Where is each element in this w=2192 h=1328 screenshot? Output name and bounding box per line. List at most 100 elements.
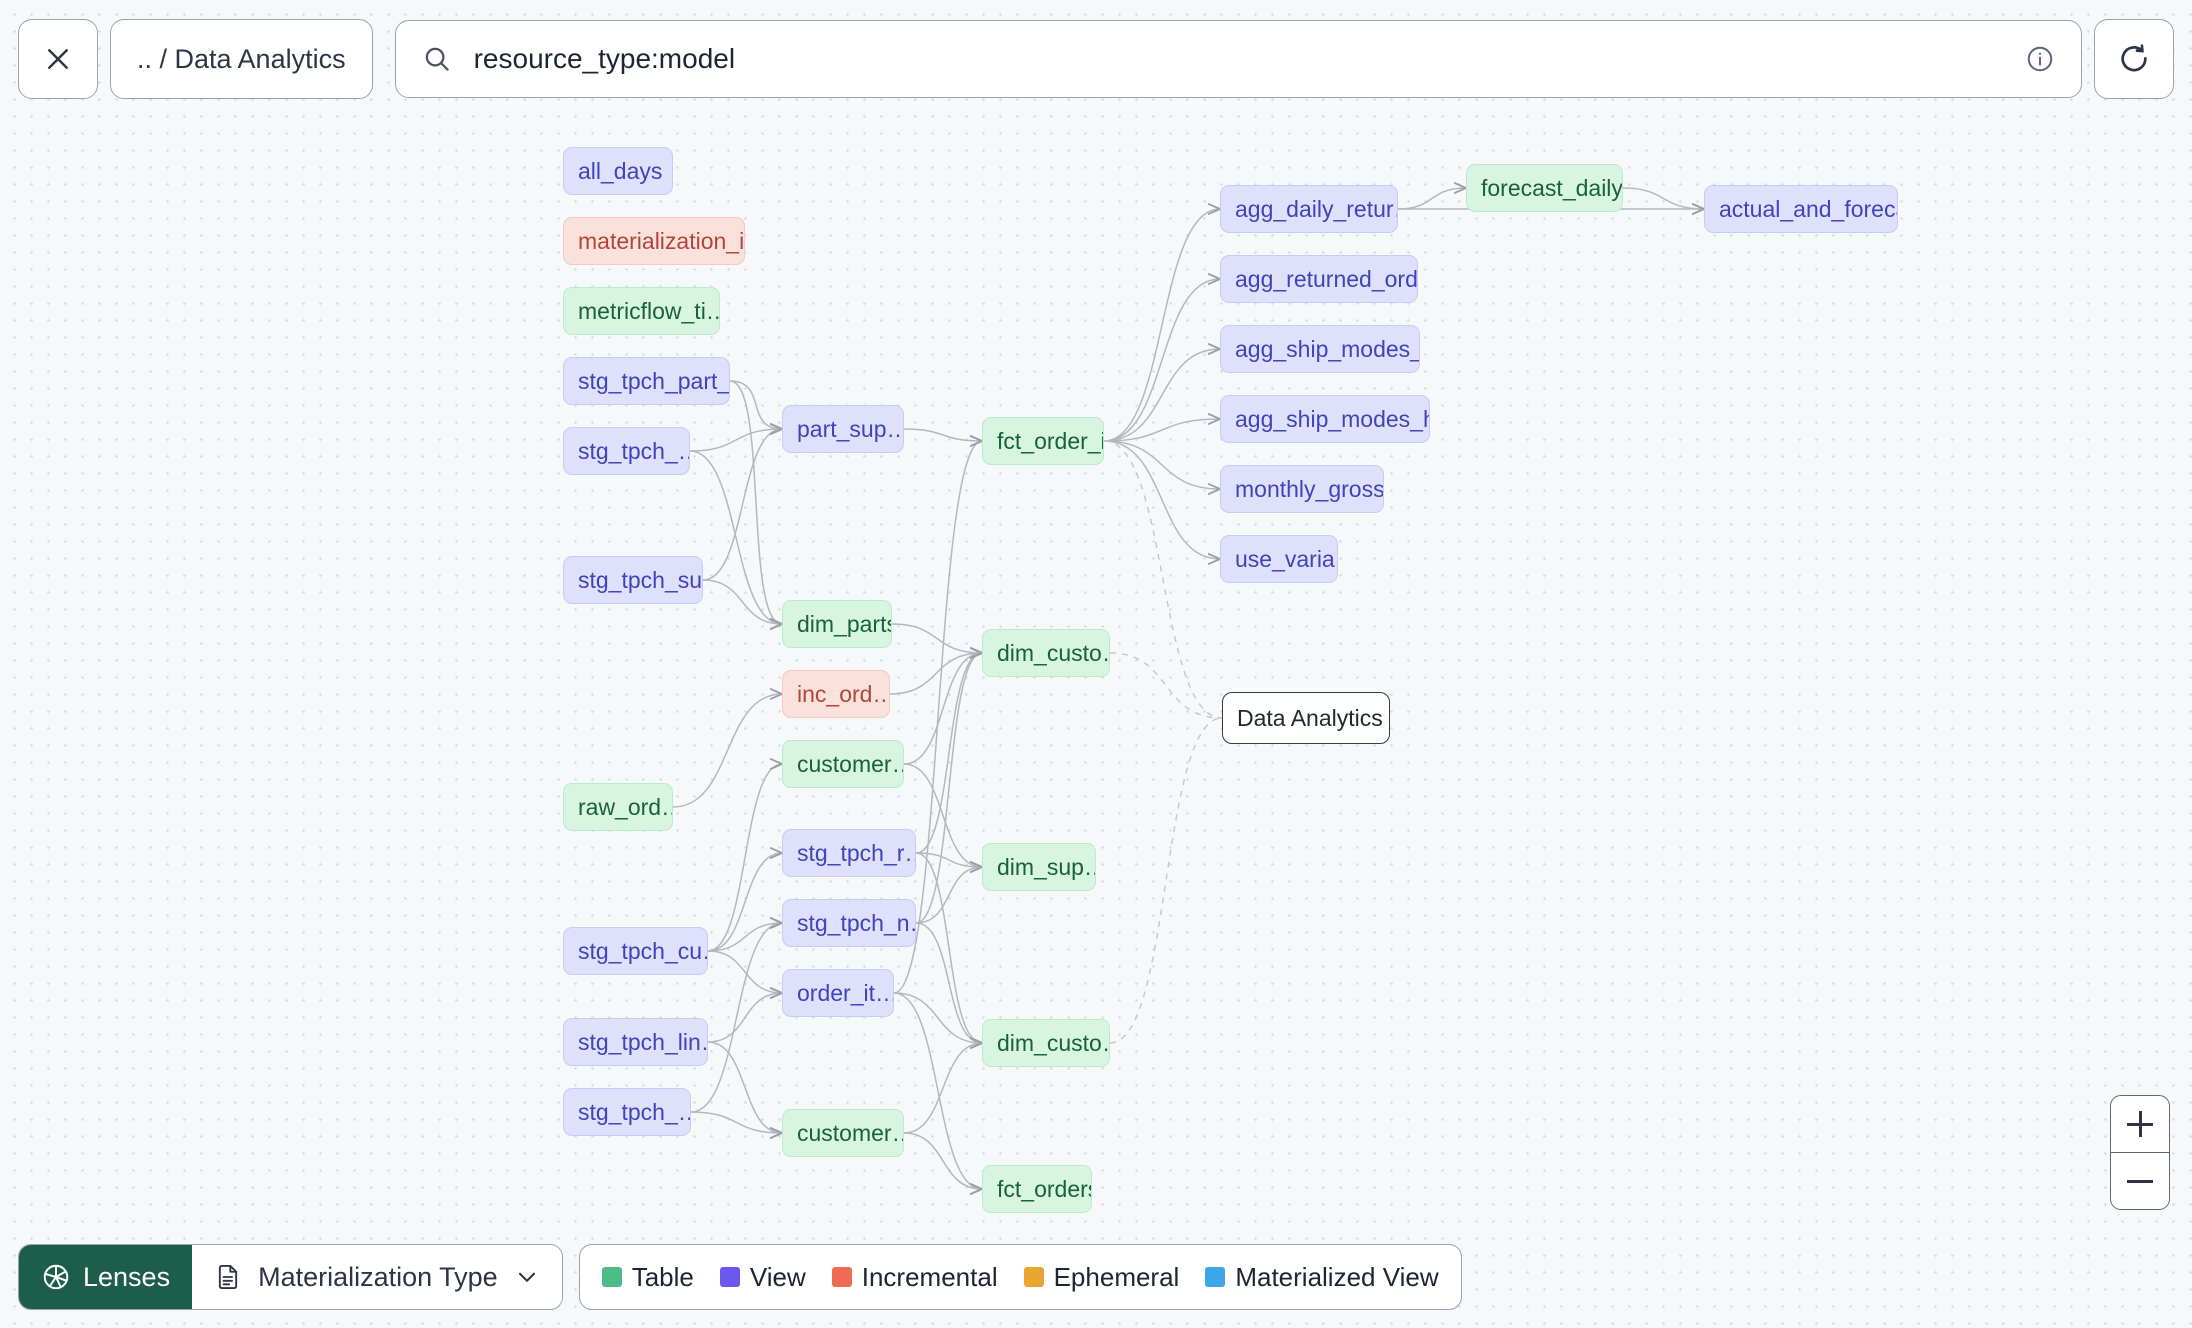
graph-edge (690, 1111, 782, 1133)
legend-label: Materialized View (1235, 1261, 1439, 1292)
graph-node-stg_tpch_n[interactable]: stg_tpch_n… (782, 899, 916, 947)
lens-type-label: Materialization Type (258, 1261, 498, 1292)
graph-node-customer_1[interactable]: customer… (782, 740, 904, 788)
graph-node-stg_tpch_su[interactable]: stg_tpch_su… (563, 556, 703, 604)
legend-item[interactable]: Incremental (831, 1261, 998, 1293)
graph-edge (903, 428, 982, 441)
graph-node-order_it[interactable]: order_it… (782, 969, 894, 1017)
graph-node-agg_daily_retur[interactable]: agg_daily_retur… (1220, 185, 1398, 233)
graph-node-dim_custo_1[interactable]: dim_custo… (982, 629, 1110, 677)
graph-node-label: stg_tpch_… (578, 437, 690, 464)
close-button[interactable] (18, 19, 98, 99)
graph-node-label: agg_daily_retur… (1235, 195, 1397, 222)
graph-node-fct_order_i[interactable]: fct_order_i… (982, 417, 1104, 465)
graph-edge (707, 923, 782, 952)
refresh-icon (2117, 42, 2151, 76)
breadcrumb[interactable]: .. / Data Analytics (110, 19, 373, 99)
search-icon (422, 44, 452, 74)
breadcrumb-label: .. / Data Analytics (137, 43, 346, 74)
graph-node-use_varia[interactable]: use_varia… (1220, 535, 1338, 583)
graph-node-dim_custo_2[interactable]: dim_custo… (982, 1019, 1110, 1067)
graph-node-part_sup[interactable]: part_sup… (782, 405, 904, 453)
legend-item[interactable]: View (719, 1262, 806, 1293)
graph-node-stg_tpch_r[interactable]: stg_tpch_r… (782, 829, 916, 877)
graph-node-label: stg_tpch_… (578, 1098, 691, 1125)
graph-node-monthly_gross[interactable]: monthly_gross… (1220, 465, 1384, 513)
graph-node-stg_tpch_b[interactable]: stg_tpch_… (563, 1088, 691, 1136)
lens-type-dropdown[interactable]: Materialization Type (192, 1245, 562, 1309)
graph-node-stg_tpch_part_[interactable]: stg_tpch_part_… (563, 357, 730, 405)
zoom-out-button[interactable] (2111, 1153, 2169, 1209)
graph-edge-dotted (1109, 652, 1223, 719)
graph-edge (915, 653, 982, 924)
search-bar[interactable] (394, 20, 2082, 98)
graph-node-label: raw_ord… (578, 793, 672, 820)
graph-node-forecast_daily[interactable]: forecast_daily… (1466, 164, 1623, 212)
graph-node-all_days[interactable]: all_days (563, 147, 673, 195)
legend-swatch (719, 1267, 740, 1287)
graph-node-agg_ship_modes_d[interactable]: agg_ship_modes_d… (1220, 325, 1420, 373)
legend-item[interactable]: Materialized View (1205, 1261, 1439, 1293)
graph-edge-dotted (1109, 717, 1223, 1044)
graph-node-fct_orders[interactable]: fct_orders (982, 1165, 1092, 1213)
zoom-in-button[interactable] (2111, 1096, 2169, 1153)
legend-label: Ephemeral (1053, 1261, 1180, 1292)
graph-edge (729, 380, 782, 429)
graph-node-label: stg_tpch_n… (797, 909, 915, 936)
graph-node-label: dim_custo… (997, 639, 1109, 666)
graph-edge (1103, 419, 1220, 442)
graph-edge (903, 1043, 982, 1134)
graph-node-stg_tpch_a[interactable]: stg_tpch_… (563, 427, 690, 475)
graph-node-label: monthly_gross… (1235, 475, 1384, 502)
legend-swatch (831, 1267, 852, 1287)
graph-node-label: inc_ord… (797, 680, 890, 707)
top-toolbar: .. / Data Analytics (0, 0, 2192, 118)
graph-edge (1397, 188, 1466, 210)
graph-node-stg_tpch_lin[interactable]: stg_tpch_lin… (563, 1018, 708, 1066)
legend-item[interactable]: Table (601, 1262, 694, 1293)
legend-item[interactable]: Ephemeral (1023, 1261, 1180, 1293)
graph-edge (707, 993, 782, 1043)
graph-node-label: fct_order_i… (997, 427, 1103, 454)
graph-node-label: customer… (797, 1119, 904, 1146)
graph-edge (707, 764, 782, 952)
graph-node-label: metricflow_ti… (578, 297, 720, 324)
graph-edge (889, 653, 982, 695)
graph-node-materialization_i[interactable]: materialization_i… (563, 217, 745, 265)
graph-node-label: forecast_daily… (1481, 174, 1623, 201)
graph-node-customer_2[interactable]: customer… (782, 1109, 904, 1157)
info-icon[interactable] (2025, 44, 2055, 74)
graph-node-raw_ord[interactable]: raw_ord… (563, 783, 673, 831)
search-input[interactable] (471, 42, 2005, 76)
graph-edge (915, 922, 982, 1043)
graph-node-label: actual_and_foreca… (1719, 195, 1897, 222)
graph-node-actual_and_foreca[interactable]: actual_and_foreca… (1704, 185, 1898, 233)
refresh-button[interactable] (2094, 19, 2174, 99)
graph-node-data_analytics_group[interactable]: Data Analytics | … (1222, 692, 1390, 744)
lenses-button[interactable]: Lenses (19, 1245, 193, 1309)
plus-icon (2127, 1111, 2153, 1137)
graph-node-agg_ship_modes_ha[interactable]: agg_ship_modes_ha… (1220, 395, 1430, 443)
graph-node-dim_sup[interactable]: dim_sup… (982, 843, 1096, 891)
graph-edge (903, 653, 982, 765)
graph-node-dim_parts[interactable]: dim_parts (782, 600, 892, 648)
graph-edge (1103, 209, 1220, 442)
graph-node-metricflow_ti[interactable]: metricflow_ti… (563, 287, 720, 335)
graph-node-label: stg_tpch_su… (578, 566, 703, 593)
graph-edge (672, 694, 782, 808)
legend-swatch (1205, 1267, 1226, 1287)
graph-edge (1103, 440, 1220, 489)
graph-node-agg_returned_orde[interactable]: agg_returned_orde… (1220, 255, 1418, 303)
lenses-label: Lenses (83, 1261, 171, 1292)
graph-node-label: fct_orders (997, 1175, 1092, 1202)
graph-node-label: dim_sup… (997, 853, 1096, 880)
legend-label: Incremental (861, 1261, 998, 1292)
graph-node-inc_ord[interactable]: inc_ord… (782, 670, 890, 718)
graph-edge (707, 950, 782, 993)
minus-icon (2127, 1179, 2153, 1183)
graph-edge (893, 992, 982, 1043)
graph-node-stg_tpch_cu[interactable]: stg_tpch_cu… (563, 927, 708, 975)
graph-edge (903, 1132, 982, 1189)
legend-swatch (1023, 1267, 1044, 1287)
